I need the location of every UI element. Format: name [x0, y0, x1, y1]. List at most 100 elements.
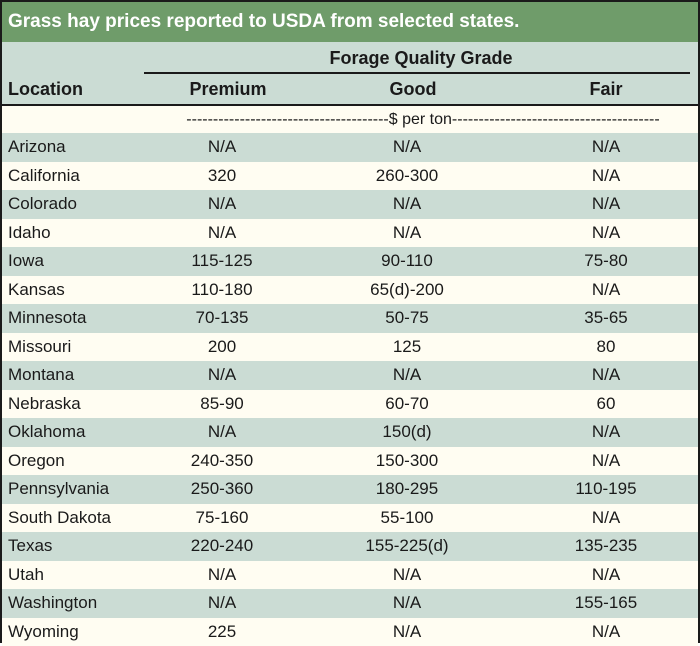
- table-title: Grass hay prices reported to USDA from s…: [2, 2, 698, 42]
- cell-location: Colorado: [2, 190, 144, 219]
- group-header-forage-quality: Forage Quality Grade: [144, 48, 698, 69]
- cell-premium: 240-350: [144, 447, 300, 476]
- cell-location: Oklahoma: [2, 418, 144, 447]
- cell-good: 150-300: [300, 447, 514, 476]
- cell-location: Oregon: [2, 447, 144, 476]
- table-header: Forage Quality Grade Location Premium Go…: [2, 42, 698, 104]
- cell-good: N/A: [300, 589, 514, 618]
- cell-good: 65(d)-200: [300, 276, 514, 305]
- group-header-rule: [144, 72, 690, 74]
- cell-fair: N/A: [514, 418, 698, 447]
- cell-fair: N/A: [514, 219, 698, 248]
- cell-premium: 250-360: [144, 475, 300, 504]
- cell-premium: N/A: [144, 190, 300, 219]
- cell-location: Wyoming: [2, 618, 144, 646]
- cell-location: Montana: [2, 361, 144, 390]
- cell-premium: N/A: [144, 589, 300, 618]
- cell-fair: N/A: [514, 276, 698, 305]
- cell-premium: N/A: [144, 219, 300, 248]
- cell-good: 60-70: [300, 390, 514, 419]
- cell-fair: N/A: [514, 504, 698, 533]
- cell-fair: 75-80: [514, 247, 698, 276]
- cell-good: N/A: [300, 219, 514, 248]
- cell-good: 260-300: [300, 162, 514, 191]
- cell-location: Kansas: [2, 276, 144, 305]
- column-header-good: Good: [390, 79, 437, 100]
- cell-premium: 75-160: [144, 504, 300, 533]
- cell-good: 155-225(d): [300, 532, 514, 561]
- cell-good: N/A: [300, 361, 514, 390]
- cell-fair: N/A: [514, 190, 698, 219]
- cell-good: N/A: [300, 133, 514, 162]
- cell-location: Washington: [2, 589, 144, 618]
- cell-location: California: [2, 162, 144, 191]
- cell-location: Utah: [2, 561, 144, 590]
- cell-premium: 225: [144, 618, 300, 646]
- column-header-location: Location: [8, 79, 83, 100]
- cell-location: Pennsylvania: [2, 475, 144, 504]
- cell-fair: N/A: [514, 618, 698, 646]
- cell-fair: 80: [514, 333, 698, 362]
- cell-good: 150(d): [300, 418, 514, 447]
- cell-fair: N/A: [514, 162, 698, 191]
- cell-good: N/A: [300, 618, 514, 646]
- cell-premium: N/A: [144, 361, 300, 390]
- cell-good: 125: [300, 333, 514, 362]
- cell-good: N/A: [300, 190, 514, 219]
- cell-premium: 115-125: [144, 247, 300, 276]
- cell-premium: 320: [144, 162, 300, 191]
- cell-fair: 60: [514, 390, 698, 419]
- cell-location: South Dakota: [2, 504, 144, 533]
- cell-location: Idaho: [2, 219, 144, 248]
- cell-fair: 155-165: [514, 589, 698, 618]
- cell-good: 180-295: [300, 475, 514, 504]
- cell-fair: 35-65: [514, 304, 698, 333]
- cell-good: 90-110: [300, 247, 514, 276]
- column-header-premium: Premium: [189, 79, 266, 100]
- cell-premium: 220-240: [144, 532, 300, 561]
- cell-location: Minnesota: [2, 304, 144, 333]
- cell-premium: 200: [144, 333, 300, 362]
- cell-premium: N/A: [144, 418, 300, 447]
- units-label: --------------------------------------$ …: [162, 106, 684, 133]
- cell-fair: N/A: [514, 361, 698, 390]
- units-row: --------------------------------------$ …: [2, 104, 698, 133]
- column-header-fair: Fair: [589, 79, 622, 100]
- cell-good: 50-75: [300, 304, 514, 333]
- cell-fair: N/A: [514, 447, 698, 476]
- cell-fair: 110-195: [514, 475, 698, 504]
- cell-location: Nebraska: [2, 390, 144, 419]
- cell-fair: N/A: [514, 561, 698, 590]
- cell-location: Texas: [2, 532, 144, 561]
- cell-premium: 70-135: [144, 304, 300, 333]
- cell-good: N/A: [300, 561, 514, 590]
- cell-premium: 110-180: [144, 276, 300, 305]
- cell-premium: N/A: [144, 133, 300, 162]
- cell-location: Iowa: [2, 247, 144, 276]
- cell-fair: N/A: [514, 133, 698, 162]
- cell-location: Missouri: [2, 333, 144, 362]
- cell-fair: 135-235: [514, 532, 698, 561]
- cell-location: Arizona: [2, 133, 144, 162]
- cell-premium: 85-90: [144, 390, 300, 419]
